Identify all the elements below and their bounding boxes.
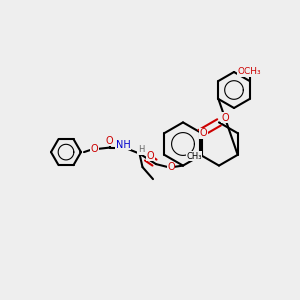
Text: O: O (106, 136, 113, 146)
Text: O: O (91, 144, 98, 154)
Text: NH: NH (116, 140, 130, 150)
Text: O: O (147, 151, 154, 161)
Text: OCH₃: OCH₃ (238, 68, 261, 76)
Text: O: O (167, 162, 175, 172)
Text: CH₃: CH₃ (187, 152, 202, 161)
Text: O: O (221, 113, 229, 123)
Text: H: H (138, 146, 144, 154)
Text: O: O (200, 128, 207, 138)
